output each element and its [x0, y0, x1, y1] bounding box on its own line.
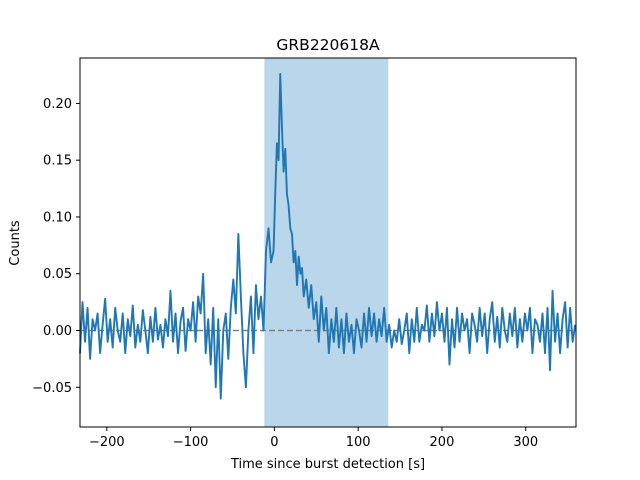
x-tick-label: 300 [513, 435, 538, 450]
series-layer [79, 72, 577, 400]
y-tick-label: 0.20 [43, 97, 72, 112]
burst-window-region [264, 58, 389, 427]
x-axis-title: Time since burst detection [s] [230, 457, 425, 472]
y-tick-label: 0.15 [43, 154, 72, 169]
x-tick-label: −100 [173, 435, 209, 450]
y-tick-label: 0.00 [43, 324, 72, 339]
chart-title: GRB220618A [276, 36, 380, 54]
y-tick-label: −0.05 [32, 381, 72, 396]
y-tick-label: 0.10 [43, 210, 72, 225]
x-axis-ticks: −200 −100 0 100 200 300 [89, 427, 538, 450]
y-axis-title: Counts [8, 220, 23, 266]
y-axis-ticks: −0.05 0.00 0.05 0.10 0.15 0.20 [32, 97, 80, 396]
x-tick-label: −200 [89, 435, 125, 450]
highlight-layer [264, 58, 389, 427]
x-tick-label: 200 [430, 435, 455, 450]
plot-frame [79, 57, 577, 428]
series-line-0 [79, 72, 577, 400]
x-tick-label: 0 [270, 435, 278, 450]
x-tick-label: 100 [346, 435, 371, 450]
y-tick-label: 0.05 [43, 267, 72, 282]
